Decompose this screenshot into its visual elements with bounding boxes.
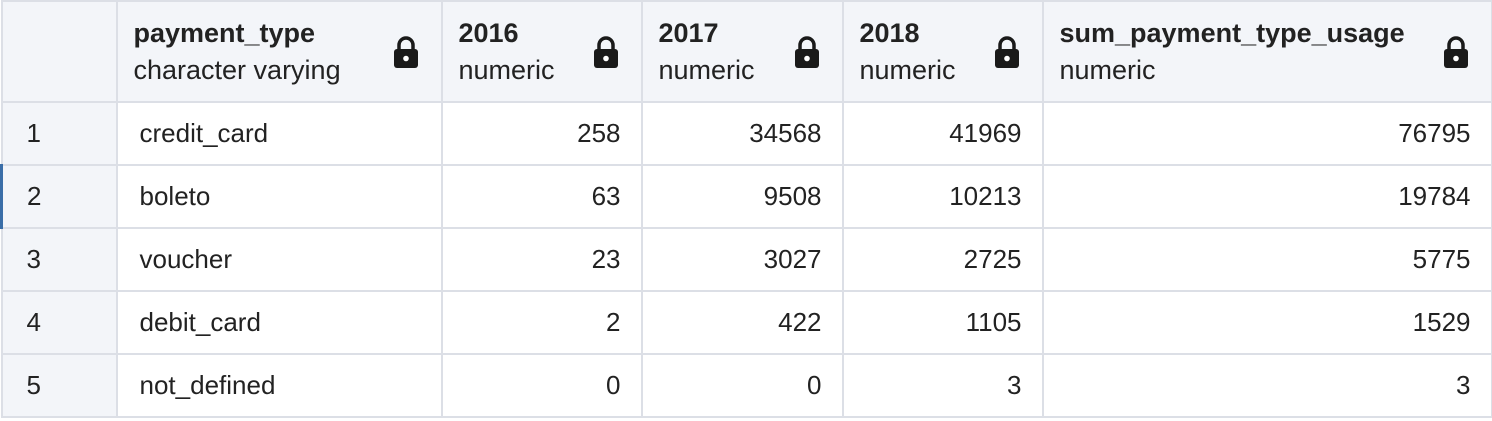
column-name: 2018 xyxy=(859,17,920,48)
column-name: 2016 xyxy=(458,17,519,48)
table-cell[interactable]: voucher xyxy=(115,227,443,292)
column-header-payment-type[interactable]: payment_type character varying xyxy=(115,0,443,103)
column-type: character varying xyxy=(133,54,341,85)
table-cell[interactable]: 3 xyxy=(841,353,1044,418)
table-cell[interactable]: 10213 xyxy=(841,164,1044,229)
lock-icon[interactable] xyxy=(794,35,820,69)
header-row: payment_type character varying 2016 nume… xyxy=(0,0,1492,103)
row-number[interactable]: 3 xyxy=(0,227,118,292)
table-cell[interactable]: 1105 xyxy=(841,290,1044,355)
lock-icon[interactable] xyxy=(593,35,619,69)
table-row[interactable]: 2 boleto 63 9508 10213 19784 xyxy=(0,164,1492,229)
column-type: numeric xyxy=(458,54,555,85)
column-header-sum-payment-type-usage[interactable]: sum_payment_type_usage numeric xyxy=(1041,0,1492,103)
table-cell[interactable]: 23 xyxy=(440,227,643,292)
table-cell[interactable]: 34568 xyxy=(640,101,844,166)
row-number[interactable]: 5 xyxy=(0,353,118,418)
row-number[interactable]: 2 xyxy=(0,164,118,229)
table-cell[interactable]: 19784 xyxy=(1041,164,1492,229)
column-header-2016[interactable]: 2016 numeric xyxy=(440,0,643,103)
lock-icon[interactable] xyxy=(393,35,419,69)
table-cell[interactable]: 5775 xyxy=(1041,227,1492,292)
column-name: sum_payment_type_usage xyxy=(1059,17,1405,48)
table-row[interactable]: 1 credit_card 258 34568 41969 76795 xyxy=(0,101,1492,166)
column-type: numeric xyxy=(859,54,956,85)
row-number-header-corner[interactable] xyxy=(0,0,118,103)
column-name: payment_type xyxy=(133,17,316,48)
column-header-2017[interactable]: 2017 numeric xyxy=(640,0,844,103)
table-cell[interactable]: boleto xyxy=(115,164,443,229)
table-cell[interactable]: 258 xyxy=(440,101,643,166)
row-number[interactable]: 1 xyxy=(0,101,118,166)
table-row[interactable]: 3 voucher 23 3027 2725 5775 xyxy=(0,227,1492,292)
column-type: numeric xyxy=(1059,54,1156,85)
table-cell[interactable]: 3 xyxy=(1041,353,1492,418)
table-cell[interactable]: 76795 xyxy=(1041,101,1492,166)
table-cell[interactable]: 63 xyxy=(440,164,643,229)
lock-icon[interactable] xyxy=(1443,35,1469,69)
table-cell[interactable]: 422 xyxy=(640,290,844,355)
table-row[interactable]: 4 debit_card 2 422 1105 1529 xyxy=(0,290,1492,355)
column-name: 2017 xyxy=(658,17,719,48)
row-number[interactable]: 4 xyxy=(0,290,118,355)
column-header-2018[interactable]: 2018 numeric xyxy=(841,0,1044,103)
table-cell[interactable]: 0 xyxy=(440,353,643,418)
table-cell[interactable]: 3027 xyxy=(640,227,844,292)
table-cell[interactable]: 1529 xyxy=(1041,290,1492,355)
table-cell[interactable]: debit_card xyxy=(115,290,443,355)
column-type: numeric xyxy=(658,54,755,85)
lock-icon[interactable] xyxy=(994,35,1020,69)
table-cell[interactable]: 0 xyxy=(640,353,844,418)
table-cell[interactable]: 2 xyxy=(440,290,643,355)
table-cell[interactable]: 9508 xyxy=(640,164,844,229)
table-cell[interactable]: credit_card xyxy=(115,101,443,166)
table-cell[interactable]: 2725 xyxy=(841,227,1044,292)
table-cell[interactable]: 41969 xyxy=(841,101,1044,166)
table-cell[interactable]: not_defined xyxy=(115,353,443,418)
table-row[interactable]: 5 not_defined 0 0 3 3 xyxy=(0,353,1492,418)
